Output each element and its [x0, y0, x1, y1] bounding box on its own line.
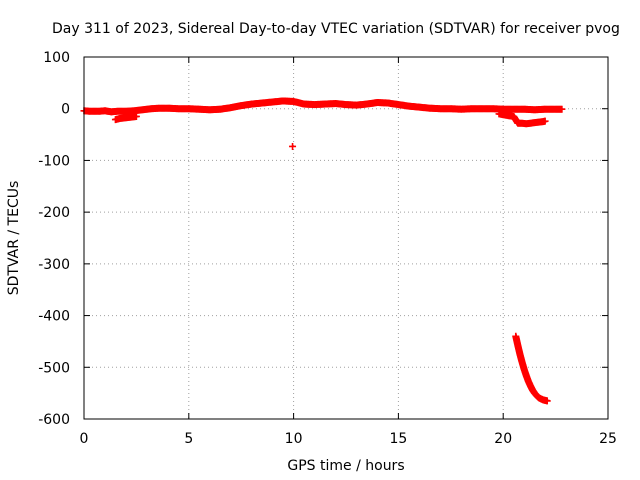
- x-tick-label: 20: [494, 431, 512, 447]
- data-point: [558, 105, 566, 113]
- tick-labels: 0 5 10 15 20 25 100 0 -100 -200 -300 -400 -500 -600: [38, 50, 617, 447]
- y-tick-label: 100: [43, 50, 70, 66]
- y-tick-label: -600: [38, 412, 70, 428]
- series-outlier: [289, 142, 297, 150]
- data-point: [289, 142, 297, 150]
- series-main-track: [80, 97, 566, 116]
- data-point: [543, 397, 551, 405]
- x-tick-label: 10: [285, 431, 303, 447]
- y-tick-label: -300: [38, 257, 70, 273]
- series-plunge: [512, 332, 551, 405]
- series-lower-branch-1-2-5h: [111, 112, 140, 124]
- y-tick-label: -200: [38, 205, 70, 221]
- chart-title: Day 311 of 2023, Sidereal Day-to-day VTE…: [52, 21, 620, 37]
- y-tick-label: -400: [38, 309, 70, 325]
- series-lower-branch-20-22h: [495, 110, 549, 128]
- x-tick-label: 15: [389, 431, 407, 447]
- y-axis-label: SDTVAR / TECUs: [6, 181, 22, 296]
- data-marks: [80, 97, 566, 405]
- x-tick-label: 5: [184, 431, 193, 447]
- data-point: [132, 112, 140, 120]
- x-axis-label: GPS time / hours: [287, 458, 404, 474]
- x-tick-label: 25: [599, 431, 617, 447]
- x-tick-label: 0: [80, 431, 89, 447]
- y-tick-label: -500: [38, 360, 70, 376]
- y-tick-label: -100: [38, 153, 70, 169]
- data-point: [541, 117, 549, 125]
- plot-frame: [83, 56, 609, 420]
- y-tick-label: 0: [61, 102, 70, 118]
